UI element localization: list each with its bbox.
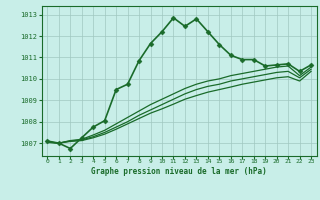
X-axis label: Graphe pression niveau de la mer (hPa): Graphe pression niveau de la mer (hPa) <box>91 167 267 176</box>
